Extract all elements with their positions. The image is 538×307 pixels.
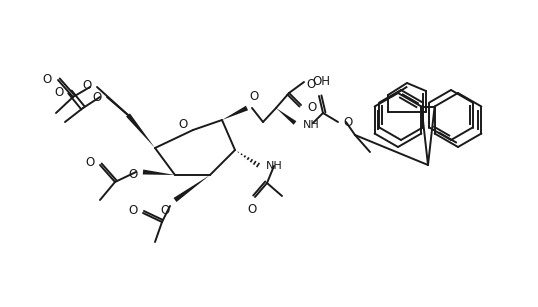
Text: O: O — [129, 168, 138, 181]
Text: O: O — [161, 204, 170, 217]
Text: O: O — [249, 90, 258, 103]
Polygon shape — [174, 175, 210, 202]
Polygon shape — [126, 113, 155, 148]
Text: O: O — [129, 204, 138, 216]
Text: O: O — [307, 78, 316, 91]
Text: O: O — [307, 100, 316, 114]
Text: O: O — [93, 91, 102, 103]
Polygon shape — [222, 106, 248, 120]
Text: NH: NH — [303, 120, 320, 130]
Text: O: O — [83, 79, 92, 91]
Text: O: O — [86, 156, 95, 169]
Text: O: O — [55, 86, 64, 99]
Text: NH: NH — [266, 161, 283, 171]
Text: O: O — [247, 203, 257, 216]
Text: O: O — [43, 72, 52, 86]
Polygon shape — [143, 169, 175, 175]
Text: O: O — [179, 118, 188, 130]
Text: O: O — [343, 115, 352, 129]
Polygon shape — [276, 108, 296, 125]
Text: OH: OH — [312, 75, 330, 87]
